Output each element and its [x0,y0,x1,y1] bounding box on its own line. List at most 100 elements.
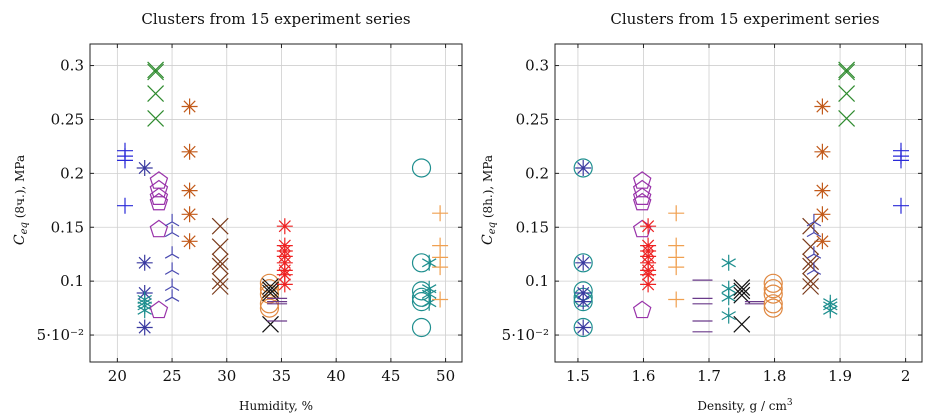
data-point [149,192,169,211]
series-12-asterisk [814,98,831,250]
left-chart: Clusters from 15 experiment series Humid… [12,10,463,413]
series-2-pentagon [632,171,652,319]
series-7-cross [733,279,751,333]
data-point [838,85,856,103]
data-point [259,298,280,318]
data-point [211,253,229,271]
data-point [733,286,751,304]
x-tick-label: 1.7 [697,367,721,385]
data-point [721,289,736,306]
x-tick-label: 50 [436,367,455,385]
series-14-cross [838,61,856,127]
data-point [262,278,279,295]
data-point [823,302,838,319]
data-point [806,262,822,275]
x-tick-label: 1.8 [763,367,787,385]
data-point [432,205,449,222]
data-point [164,278,180,292]
y-tick-label: 0.1 [60,272,84,290]
x-tick-label: 2 [901,367,911,385]
x-tick-label: 1.5 [566,367,590,385]
series-12-circle [411,158,432,338]
y-tick-label: 0.25 [51,110,84,128]
data-point [259,279,280,299]
data-point [733,279,751,297]
left-plot-frame [89,43,463,363]
data-point [838,63,856,81]
data-point [181,143,198,160]
y-tick-label: 5·10⁻² [502,326,549,344]
series-13-star [421,254,437,311]
left-chart-title: Clusters from 15 experiment series [141,10,410,28]
right-chart-title: Clusters from 15 experiment series [610,10,879,28]
data-point [838,61,856,79]
data-point [573,317,593,338]
data-point [640,218,657,235]
data-point [164,262,180,275]
series-8-dash [744,301,765,305]
right-plot-frame [554,43,923,363]
data-point [262,281,279,299]
data-point [117,152,133,169]
data-point [211,272,229,290]
series-5-tri [164,213,180,302]
data-point [164,246,180,259]
series-4-plus [668,205,685,308]
data-point [802,253,820,271]
data-point [432,259,449,276]
data-point [814,182,831,199]
data-point [117,197,133,214]
data-point [259,273,280,293]
data-point [276,218,293,235]
data-point [432,291,449,308]
data-point [575,319,592,336]
data-point [181,206,198,223]
data-point [211,238,229,256]
data-point [149,219,169,238]
data-point [733,282,751,300]
x-tick-label: 1.6 [632,367,656,385]
series-7-cross [211,217,229,295]
series-3-cross [147,61,165,127]
data-point [763,273,783,293]
data-point [763,284,783,304]
data-point [211,217,229,235]
x-tick-label: 25 [163,367,182,385]
x-tick-label: 1.9 [828,367,852,385]
data-point [421,254,437,271]
data-point [147,109,165,127]
data-point [632,300,652,319]
data-point [573,158,593,178]
series-15-plus [893,142,909,214]
y-tick-label: 0.2 [60,164,84,182]
series-6-asterisk [181,98,198,250]
data-point [411,317,432,338]
data-point [802,217,820,235]
right-chart: Clusters from 15 experiment series Densi… [480,10,923,413]
data-point [147,63,165,81]
y-tick-label: 0.3 [525,57,549,75]
data-point [668,205,685,222]
data-point [802,272,820,290]
data-point [149,187,169,205]
data-point [149,300,169,319]
series-1-asterisk [575,160,592,336]
series-0-circle [573,158,593,338]
y-tick-label: 0.2 [525,164,549,182]
data-point [763,279,783,299]
data-point [733,315,751,333]
data-point [575,285,592,301]
data-point [149,179,169,198]
series-13-star [823,294,838,319]
left-grid [90,44,462,362]
data-point [575,293,592,310]
series-10-dash [267,297,288,322]
data-point [147,61,165,79]
data-point [838,109,856,127]
data-point [573,253,593,273]
data-point [814,143,831,160]
data-point [814,98,831,115]
y-tick-label: 0.15 [51,218,84,236]
series-6-star [721,254,736,324]
